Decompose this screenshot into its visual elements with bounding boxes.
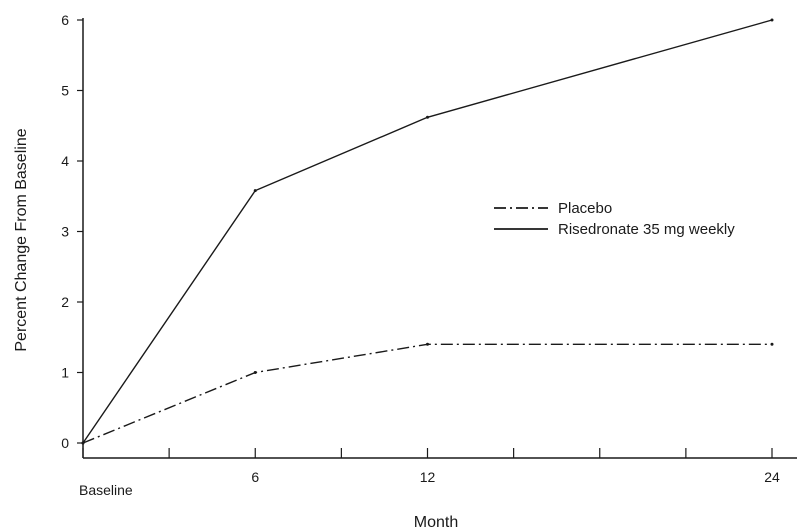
y-tick-label: 0 (61, 435, 69, 451)
series-line-placebo (82, 343, 772, 444)
series-layer (81, 18, 774, 445)
data-point (770, 342, 774, 346)
y-tick-label: 3 (61, 224, 69, 240)
legend-label: Placebo (558, 200, 612, 217)
y-ticks: 0 1 2 3 4 5 6 (61, 12, 83, 451)
legend: Placebo Risedronate 35 mg weekly (494, 200, 735, 238)
y-tick-label: 1 (61, 365, 69, 381)
axes (82, 18, 797, 459)
y-tick-label: 2 (61, 294, 69, 310)
x-axis-title: Month (414, 514, 458, 531)
series-line-risedronate-35-mg-weekly (82, 19, 773, 444)
x-tick-label: 12 (420, 469, 436, 485)
y-tick-label: 4 (61, 153, 69, 169)
x-ticks: Baseline 6 12 24 (79, 448, 780, 498)
y-tick-label: 5 (61, 83, 69, 99)
x-tick-label: 24 (764, 469, 780, 485)
legend-label: Risedronate 35 mg weekly (558, 221, 735, 238)
y-tick-label: 6 (61, 12, 69, 28)
data-point (81, 441, 85, 445)
data-point (426, 342, 429, 346)
y-axis-title: Percent Change From Baseline (13, 128, 30, 351)
x-tick-label: Baseline (79, 482, 133, 498)
x-tick-label: 6 (251, 469, 259, 485)
data-point (770, 18, 774, 22)
data-point (253, 371, 257, 374)
data-point (426, 115, 429, 119)
data-point (253, 189, 257, 193)
